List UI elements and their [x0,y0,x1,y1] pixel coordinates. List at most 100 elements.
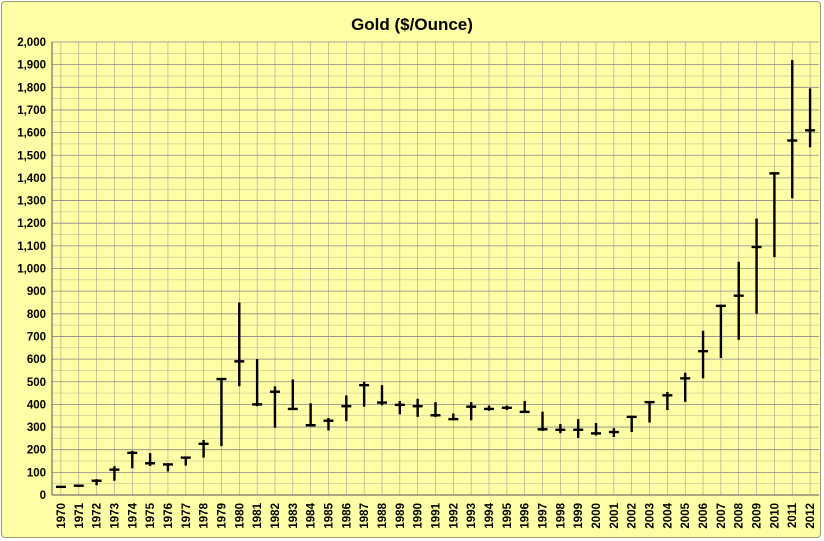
hlc-bar-1979 [216,377,227,447]
x-axis-tick-labels: 1970 1971 1972 1973 1974 1975 1976 1977 1978 1979… [56,502,817,528]
x-tick-label: 1976 [163,503,175,529]
x-tick-label: 2001 [609,502,621,528]
hlc-bar-1974 [127,450,138,469]
x-tick-label: 1975 [145,502,157,528]
hlc-bar-1991 [430,402,441,418]
y-tick-label: 100 [27,467,46,479]
x-tick-label: 2008 [734,502,746,528]
x-tick-label: 1982 [270,503,282,529]
hlc-bar-1981 [252,359,263,407]
hlc-bar-2003 [644,400,655,423]
x-tick-label: 1989 [395,503,407,529]
hlc-bar-1996 [519,401,530,414]
x-tick-label: 1977 [181,503,193,529]
x-tick-label: 1999 [573,503,585,529]
x-tick-label: 1972 [92,503,104,529]
hlc-bar-1989 [394,401,405,415]
hlc-bar-1975 [145,453,156,467]
x-tick-label: 1985 [323,502,335,528]
x-tick-label: 1994 [484,502,496,528]
y-tick-label: 1,600 [17,128,46,140]
hlc-bar-1994 [484,405,495,411]
y-tick-label: 400 [27,399,46,411]
y-tick-label: 1,200 [17,218,46,230]
x-tick-label: 1970 [56,503,68,529]
hlc-bar-1988 [376,385,387,406]
y-tick-label: 1,900 [17,60,46,72]
y-tick-label: 500 [27,377,46,389]
y-tick-label: 300 [27,422,46,434]
hlc-bar-2008 [733,261,744,340]
x-tick-label: 2005 [680,502,692,528]
hlc-bar-2000 [591,422,602,436]
x-tick-label: 1987 [359,503,371,529]
y-tick-label: 1,700 [17,105,46,117]
hlc-bar-1980 [234,302,245,387]
x-tick-label: 2007 [716,503,728,529]
x-tick-label: 2003 [645,503,657,529]
x-tick-label: 1974 [127,502,139,528]
y-tick-label: 600 [27,354,46,366]
hlc-bar-2006 [698,330,709,379]
x-tick-label: 1980 [234,503,246,529]
hlc-bar-1999 [573,419,584,438]
x-tick-label: 2002 [627,503,639,529]
x-tick-label: 2012 [805,503,817,529]
x-tick-label: 1984 [306,502,318,528]
y-tick-label: 200 [27,445,46,457]
hlc-bar-1992 [448,413,459,421]
x-tick-label: 1991 [431,502,443,528]
y-tick-label: 1,800 [17,82,46,94]
x-tick-label: 2010 [769,503,781,529]
y-tick-label: 700 [27,331,46,343]
hlc-bar-2010 [769,172,780,258]
hlc-bar-2007 [715,304,726,358]
y-tick-label: 900 [27,286,46,298]
x-tick-label: 1978 [199,502,211,528]
hlc-bar-1971 [73,484,84,487]
y-tick-label: 1,300 [17,196,46,208]
hlc-bar-1976 [162,463,173,472]
x-tick-label: 1992 [448,503,460,529]
hlc-bars [55,60,816,489]
y-tick-label: 1,400 [17,173,46,185]
hlc-bar-2002 [626,415,637,433]
chart-title: Gold ($/Ounce) [351,15,473,34]
x-tick-label: 1995 [502,502,514,528]
x-tick-label: 2000 [591,503,603,529]
y-axis-tick-labels: 0 100 200 300 400 500 600 700 800 900 1,000 1,100 1,… [17,37,46,502]
hlc-bar-2001 [608,428,619,438]
x-tick-label: 1971 [74,502,86,528]
hlc-bar-1973 [109,466,120,481]
x-tick-label: 1998 [555,502,567,528]
x-tick-label: 2011 [787,502,799,528]
y-tick-label: 800 [27,309,46,321]
x-tick-label: 1973 [109,503,121,529]
y-tick-label: 1,000 [17,264,46,276]
x-tick-label: 1986 [341,503,353,529]
hlc-bar-1978 [198,439,209,458]
hlc-bar-1972 [91,479,102,486]
y-tick-label: 1,500 [17,150,46,162]
x-tick-label: 1993 [466,503,478,529]
hlc-bar-2009 [751,218,762,314]
y-tick-label: 1,100 [17,241,46,253]
hlc-bar-1998 [555,424,566,434]
hlc-bar-1987 [359,381,370,407]
hlc-bar-1993 [466,402,477,421]
hlc-bar-2005 [680,372,691,402]
y-tick-label: 0 [40,490,46,502]
x-tick-label: 2009 [752,503,764,529]
hlc-bar-1985 [323,417,334,431]
x-tick-label: 1996 [520,503,532,529]
x-tick-label: 1988 [377,502,389,528]
x-tick-label: 1983 [288,503,300,529]
hlc-bar-1990 [412,398,423,417]
hlc-bar-1995 [501,405,512,411]
hlc-bar-1983 [287,379,298,411]
hlc-bar-1977 [180,456,191,466]
x-tick-label: 1979 [216,503,228,529]
y-tick-label: 2,000 [17,37,46,49]
